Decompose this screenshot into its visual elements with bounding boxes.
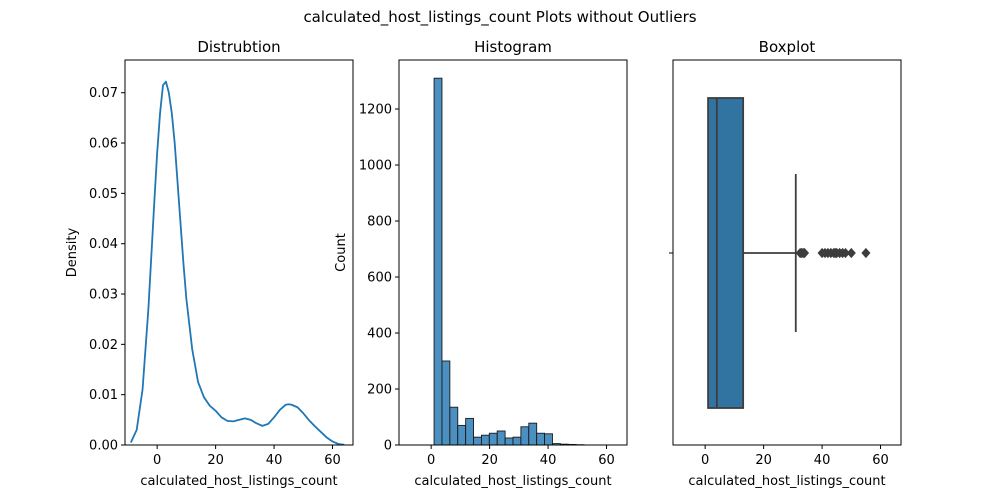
- x-tick-label: 60: [598, 453, 615, 468]
- x-axis-label: calculated_host_listings_count: [688, 474, 885, 489]
- x-axis-label: calculated_host_listings_count: [140, 474, 337, 489]
- x-tick-label: 40: [266, 453, 283, 468]
- histogram-bar: [504, 437, 514, 446]
- axes-title: Boxplot: [759, 38, 816, 56]
- y-tick-label: 0.05: [89, 187, 118, 202]
- x-tick-label: 0: [701, 453, 709, 468]
- x-tick-label: 20: [207, 453, 224, 468]
- histogram-bar: [465, 417, 474, 446]
- y-axis-label: Density: [65, 227, 80, 277]
- x-tick-label: 40: [814, 453, 831, 468]
- box-outlier-point: [846, 247, 856, 259]
- box-iqr-rect: [707, 97, 745, 409]
- y-tick-label: 1200: [359, 103, 392, 118]
- histogram-bar: [520, 426, 530, 446]
- y-tick-label: 800: [367, 215, 392, 230]
- histogram-bar: [544, 433, 553, 446]
- chart-panel-2: 0 20 40 60020040060080010001200Histogramcal…: [334, 38, 628, 489]
- y-axis-label: Count: [334, 233, 349, 272]
- x-tick-label: 60: [872, 453, 889, 468]
- y-tick-label: 0.00: [89, 439, 118, 454]
- x-tick-label: 20: [755, 453, 772, 468]
- chart-panel-1: 0 20 40 60 0.00 0.01 0.02 0.03 0.04 0.05 0.06 0.07 D…: [65, 38, 354, 489]
- x-tick-label: 20: [481, 453, 498, 468]
- chart-panel-3: 0 20 40 60 Boxplot calculated_host_listings_c…: [669, 38, 902, 489]
- y-tick-label: 200: [367, 383, 392, 398]
- histogram-bar: [473, 436, 482, 446]
- y-tick-label: 600: [367, 271, 392, 286]
- histogram-bar: [449, 406, 459, 446]
- y-tick-label: 0.02: [89, 338, 118, 353]
- histogram-bar: [433, 77, 443, 446]
- histogram-bar: [496, 430, 506, 446]
- x-tick-label: 60: [324, 453, 341, 468]
- x-tick-label: 0: [153, 453, 161, 468]
- y-tick-label: 0: [384, 439, 392, 454]
- histogram-bar: [441, 360, 451, 446]
- histogram-bar: [536, 432, 546, 446]
- y-tick-label: 0.04: [89, 237, 118, 252]
- histogram-bar: [512, 436, 522, 446]
- histogram-bar: [488, 432, 498, 446]
- axes-title: Distrubtion: [197, 38, 280, 56]
- histogram-bar: [528, 422, 538, 446]
- histogram-bar: [480, 434, 490, 446]
- x-tick-label: 0: [427, 453, 435, 468]
- box-outlier-point: [800, 247, 810, 259]
- figure-suptitle: calculated_host_listings_count Plots wit…: [303, 8, 696, 27]
- axes-frame: [124, 59, 354, 446]
- kde-density-line: [130, 80, 345, 446]
- histogram-bar: [457, 424, 467, 446]
- x-axis-label: calculated_host_listings_count: [414, 474, 611, 489]
- y-tick-label: 0.06: [89, 137, 118, 152]
- y-tick-label: 0.07: [89, 86, 118, 101]
- axes-title: Histogram: [474, 38, 552, 56]
- y-tick-label: 400: [367, 327, 392, 342]
- y-tick-label: 0.03: [89, 288, 118, 303]
- axes-frame: [398, 59, 628, 446]
- x-tick-label: 40: [540, 453, 557, 468]
- y-tick-label: 1000: [359, 159, 392, 174]
- y-tick-label: 0.01: [89, 388, 118, 403]
- axes-frame: [672, 59, 902, 446]
- box-outlier-point: [861, 247, 871, 259]
